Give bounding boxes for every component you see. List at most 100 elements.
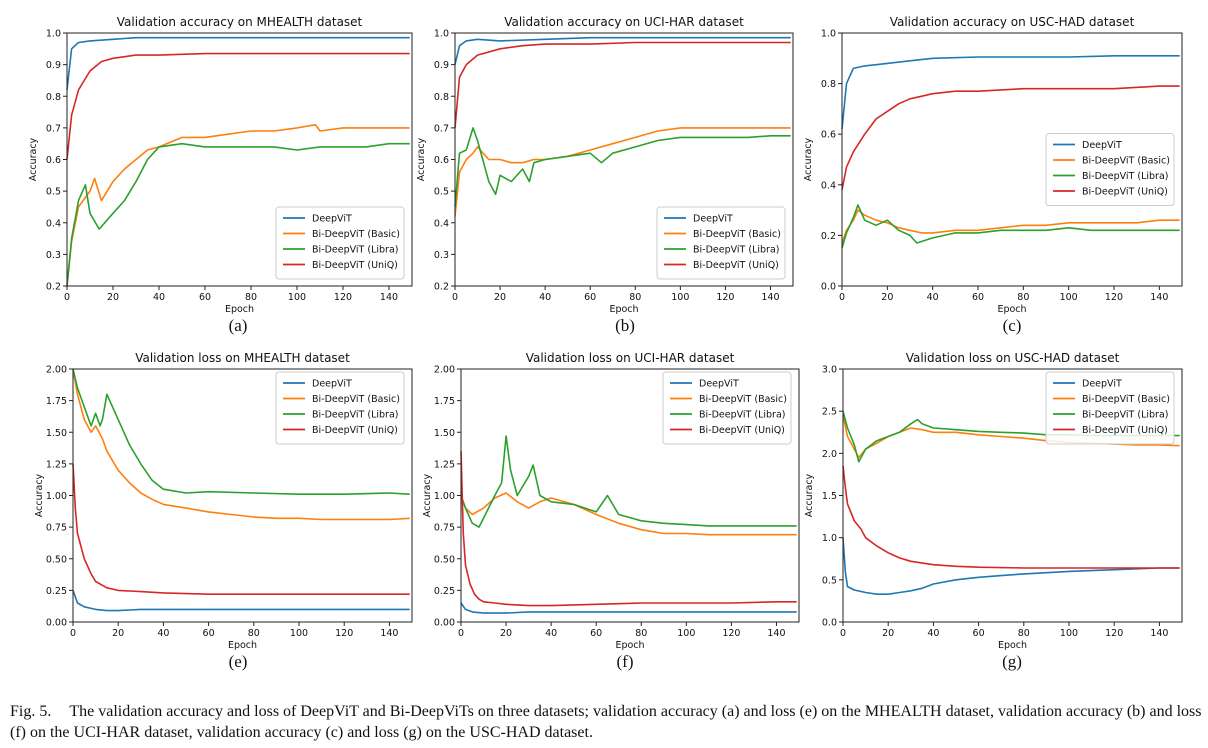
y-tick-label: 1.00 [434,491,455,502]
x-tick-label: 20 [500,628,512,639]
legend-entry: DeepViT [312,379,352,390]
y-tick-label: 0.50 [434,554,455,565]
series-line [460,492,797,536]
panel-label: (e) [229,652,248,671]
legend-entry: Bi-DeepViT (Libra) [699,410,785,421]
y-tick-label: 0.5 [822,575,837,586]
x-tick-label: 140 [1150,628,1168,639]
series-line [454,36,791,65]
legend-entry: Bi-DeepViT (UniQ) [693,260,779,271]
legend-entry: Bi-DeepViT (Libra) [312,245,398,256]
y-tick-label: 1.0 [434,29,449,40]
series-line [454,41,791,128]
legend-entry: Bi-DeepViT (Libra) [693,245,779,256]
x-tick-label: 60 [199,292,211,303]
x-tick-label: 60 [972,292,984,303]
x-tick-label: 40 [927,628,939,639]
legend-entry: DeepViT [699,379,739,390]
x-tick-label: 40 [545,628,557,639]
x-axis-label: Epoch [225,304,254,315]
series-line [454,127,791,207]
y-axis-label: Accuracy [416,137,427,181]
legend-box [656,206,786,280]
x-tick-label: 60 [584,292,596,303]
series-line [66,123,410,287]
x-tick-label: 100 [290,628,308,639]
y-tick-label: 2.00 [434,365,455,376]
y-tick-label: 0.0 [822,618,837,629]
x-tick-label: 0 [70,628,76,639]
x-axis-label: Epoch [997,304,1026,315]
y-tick-label: 0.3 [434,250,449,261]
y-tick-label: 0.4 [46,218,61,229]
x-tick-label: 0 [839,292,845,303]
y-tick-label: 0.2 [434,282,449,293]
x-tick-label: 100 [288,292,306,303]
chart-panel-6: Validation loss on USC-HAD dataset 0 20 40 6… [804,351,1183,671]
legend-entry: Bi-DeepViT (UniQ) [699,425,785,436]
legend-entry: Bi-DeepViT (UniQ) [312,260,398,271]
series-line [460,451,797,607]
y-tick-label: 0.6 [821,130,836,141]
series-line [842,465,1180,569]
x-tick-label: 140 [1150,292,1168,303]
x-tick-label: 40 [157,628,169,639]
y-tick-label: 0.2 [821,231,836,242]
x-tick-label: 100 [671,292,689,303]
series-line [841,85,1180,191]
series-line [454,127,791,217]
y-tick-label: 0.5 [434,187,449,198]
legend: DeepViT Bi-DeepViT (Basic) Bi-DeepViT (Lib… [1045,371,1175,445]
x-tick-label: 20 [882,628,894,639]
x-tick-label: 60 [203,628,215,639]
chart-panel-4: Validation loss on MHEALTH dataset 0 20 40 6… [34,351,413,671]
series-line [72,368,410,521]
chart-panel-2: Validation accuracy on UCI-HAR dataset 0 2… [416,15,794,335]
x-tick-label: 120 [1105,292,1123,303]
y-tick-label: 0.8 [821,79,836,90]
figure-caption-text: The validation accuracy and loss of Deep… [10,703,1202,741]
x-tick-label: 140 [761,292,779,303]
x-tick-label: 80 [629,292,641,303]
x-tick-label: 60 [973,628,985,639]
x-tick-label: 140 [380,628,398,639]
y-tick-label: 0.25 [434,586,455,597]
series-line [66,52,410,160]
y-tick-label: 1.75 [434,396,455,407]
x-tick-label: 100 [677,628,695,639]
series-line [66,142,410,287]
plot-frame [841,32,1183,287]
legend-box [662,371,792,445]
legend-box [1045,371,1175,445]
y-tick-label: 0.0 [821,282,836,293]
panel-label: (a) [229,316,248,335]
x-tick-label: 100 [1060,292,1078,303]
x-tick-label: 0 [840,628,846,639]
chart-title: Validation loss on UCI-HAR dataset [526,351,735,365]
y-tick-label: 0.7 [434,123,449,134]
panel-label: (f) [617,652,634,671]
y-tick-label: 0.75 [46,523,67,534]
panel-label: (c) [1003,316,1022,335]
chart-title: Validation loss on USC-HAD dataset [906,351,1120,365]
x-tick-label: 20 [107,292,119,303]
y-tick-label: 0.7 [46,123,61,134]
series-line [841,54,1180,130]
legend-entry: Bi-DeepViT (UniQ) [312,425,398,436]
x-tick-label: 0 [458,628,464,639]
x-tick-label: 80 [1017,292,1029,303]
figure-caption: Fig. 5. The validation accuracy and loss … [10,701,1202,743]
x-tick-label: 0 [64,292,70,303]
x-tick-label: 20 [881,292,893,303]
y-tick-label: 1.0 [822,533,837,544]
x-tick-label: 120 [722,628,740,639]
legend: DeepViT Bi-DeepViT (Basic) Bi-DeepViT (Lib… [275,206,405,280]
x-tick-label: 80 [635,628,647,639]
series-line [460,435,797,528]
y-tick-label: 0.00 [46,618,67,629]
legend-entry: Bi-DeepViT (Basic) [312,394,400,405]
y-tick-label: 0.4 [821,180,836,191]
series-line [842,537,1180,596]
x-tick-label: 120 [335,628,353,639]
legend-box [275,371,405,445]
